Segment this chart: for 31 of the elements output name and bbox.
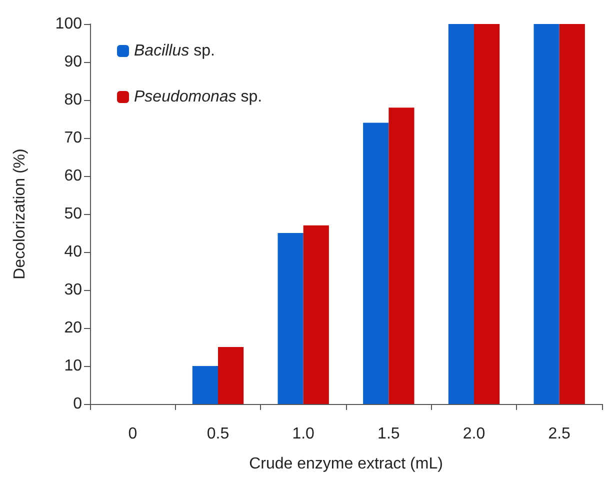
y-tick-label: 80 [64, 92, 82, 108]
y-tick-label: 50 [64, 206, 82, 222]
x-tick-label: 0.5 [206, 426, 230, 442]
bar [559, 24, 585, 404]
bar [474, 24, 500, 404]
x-tick-label: 1.5 [378, 426, 400, 442]
y-axis-title: Decolorization (%) [12, 148, 28, 280]
y-tick-label: 0 [73, 396, 82, 412]
bar [303, 225, 329, 404]
bar [534, 24, 560, 404]
bar [363, 122, 389, 404]
x-axis-title: Crude enzyme extract (mL) [249, 456, 443, 472]
y-tick-label: 100 [55, 16, 82, 32]
y-tick-label: 70 [64, 130, 82, 146]
y-tick-label: 10 [64, 358, 82, 374]
legend-label: Bacillus sp. [134, 42, 215, 60]
bar [218, 347, 244, 404]
bar [278, 233, 304, 404]
y-tick-label: 60 [64, 168, 82, 184]
bar [388, 108, 414, 404]
y-tick-label: 30 [64, 282, 82, 298]
x-tick-label: 2.5 [548, 426, 571, 442]
x-tick-label: 2.0 [462, 426, 486, 442]
legend-label: Pseudomonas sp. [134, 88, 262, 106]
bar [192, 366, 218, 404]
bar [448, 24, 474, 404]
x-tick-label: 0 [128, 426, 138, 442]
y-tick-label: 40 [64, 244, 82, 260]
y-tick-label: 90 [64, 54, 82, 70]
x-tick-label: 1.0 [292, 426, 315, 442]
y-tick-label: 20 [64, 320, 82, 336]
